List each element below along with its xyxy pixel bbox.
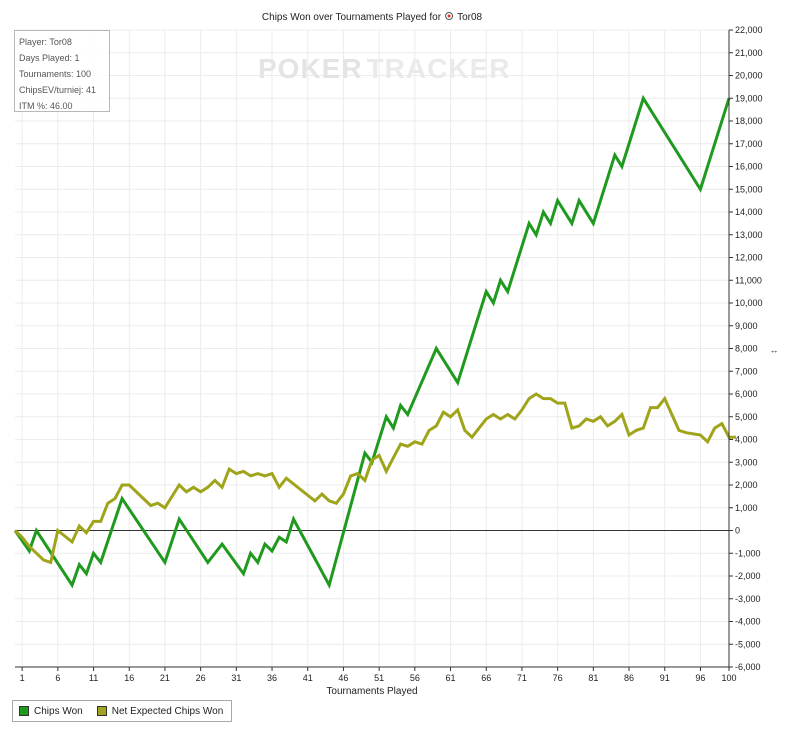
y-tick-label: -1,000: [735, 548, 761, 558]
stat-itm: ITM %: 46.00: [19, 101, 73, 111]
y-tick-label: 18,000: [735, 116, 763, 126]
stat-chips-ev: ChipsEV/turniej: 41: [19, 85, 97, 95]
y-tick-label: 14,000: [735, 207, 763, 217]
y-tick-label: -3,000: [735, 594, 761, 604]
legend-item-chips-won[interactable]: Chips Won: [19, 706, 83, 717]
y-tick-label: 15,000: [735, 184, 763, 194]
chart-title: Chips Won over Tournaments Played for To…: [262, 12, 483, 23]
y-tick-label: 1,000: [735, 503, 758, 513]
y-tick-label: 5,000: [735, 412, 758, 422]
watermark-tracker: TRACKER: [367, 53, 511, 84]
legend-label-chips-won: Chips Won: [34, 705, 83, 717]
x-tick-label: 86: [624, 673, 634, 683]
y-tick-label: 17,000: [735, 139, 763, 149]
y-tick-label: -4,000: [735, 617, 761, 627]
y-tick-label: 16,000: [735, 162, 763, 172]
y-tick-label: 7,000: [735, 366, 758, 376]
y-tick-label: 8,000: [735, 344, 758, 354]
axis-resize-icon[interactable]: ↔: [770, 345, 779, 355]
y-tick-label: 19,000: [735, 93, 763, 103]
legend-item-net-expected[interactable]: Net Expected Chips Won: [96, 705, 224, 717]
grid: [15, 29, 730, 668]
x-tick-label: 21: [160, 673, 170, 683]
legend: Chips Won Net Expected Chips Won: [12, 700, 233, 722]
watermark-poker: POKER: [258, 53, 363, 84]
x-tick-label: 11: [89, 673, 98, 683]
y-tick-label: 12,000: [735, 253, 763, 263]
series-line-chips-won: [13, 94, 731, 590]
chart-title-text: Chips Won over Tournaments Played for: [262, 12, 442, 23]
series-lines: [13, 94, 737, 590]
x-tick-label: 100: [721, 673, 736, 683]
y-tick-label: 20,000: [735, 71, 763, 81]
legend-swatch-net-expected: [96, 706, 107, 716]
axes: -6,000 -5,000 -4,000 -3,000 -2,000 -1,000 0 1,0…: [15, 25, 763, 683]
x-tick-label: 91: [660, 673, 670, 683]
y-tick-label: 4,000: [735, 435, 758, 445]
y-tick-label: -5,000: [735, 639, 761, 649]
stat-player: Player: Tor08: [19, 37, 72, 47]
legend-label-net-expected: Net Expected Chips Won: [111, 705, 224, 717]
x-tick-label: 26: [196, 673, 206, 683]
chart-title-player: Tor08: [457, 12, 482, 23]
x-tick-label: 66: [481, 673, 491, 683]
x-tick-label: 71: [517, 673, 527, 683]
y-tick-label: 6,000: [735, 389, 758, 399]
y-tick-label: 22,000: [735, 25, 763, 35]
player-stats-box: Player: Tor08 Days Played: 1 Tournaments…: [14, 30, 110, 112]
x-tick-label: 1: [20, 673, 25, 683]
player-icon: [445, 12, 454, 20]
x-tick-label: 96: [695, 673, 705, 683]
y-tick-label: 3,000: [735, 457, 758, 467]
y-tick-label: -6,000: [735, 662, 761, 672]
x-tick-label: 61: [446, 673, 456, 683]
y-tick-label: 0: [735, 526, 740, 536]
x-tick-label: 81: [588, 673, 598, 683]
x-tick-label: 51: [374, 673, 384, 683]
x-tick-label: 36: [267, 673, 277, 683]
x-tick-label: 6: [55, 673, 60, 683]
y-tick-label: 2,000: [735, 480, 758, 490]
stat-days-played: Days Played: 1: [19, 53, 80, 63]
x-axis-label: Tournaments Played: [326, 686, 417, 697]
x-tick-label: 41: [303, 673, 313, 683]
legend-swatch-chips-won: [19, 706, 29, 716]
y-tick-label: -2,000: [735, 571, 761, 581]
series-line-net-expected: [13, 392, 737, 565]
y-tick-label: 13,000: [735, 230, 763, 240]
x-tick-label: 46: [338, 673, 348, 683]
y-tick-label: 21,000: [735, 48, 763, 58]
y-tick-label: 11,000: [735, 275, 762, 285]
x-tick-label: 56: [410, 673, 420, 683]
x-tick-label: 76: [553, 673, 563, 683]
y-tick-label: 9,000: [735, 321, 758, 331]
stat-tournaments: Tournaments: 100: [19, 69, 92, 79]
pokertracker-watermark: POKER TRACKER: [258, 53, 511, 84]
y-tick-label: 10,000: [735, 298, 763, 308]
x-tick-label: 16: [124, 673, 134, 683]
x-tick-label: 31: [231, 673, 241, 683]
